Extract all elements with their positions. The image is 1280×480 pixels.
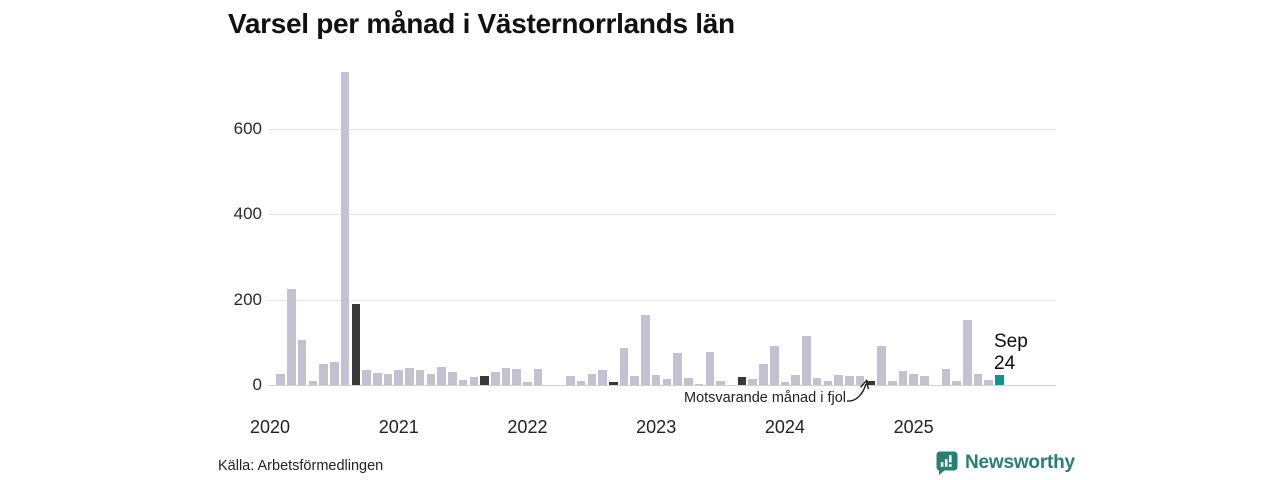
bar-2022-12 <box>641 314 650 385</box>
bar-2020-12 <box>383 374 393 385</box>
bar-2021-10 <box>490 371 500 385</box>
annotation-previous-year: Motsvarande månad i fjol <box>684 390 846 406</box>
x-tick-label-2021: 2021 <box>378 417 419 437</box>
current-month-value: 24 <box>994 352 1016 374</box>
bar-2025-04 <box>941 368 951 385</box>
source-label: Källa: Arbetsförmedlingen <box>218 458 384 474</box>
bar-2021-03 <box>415 370 425 385</box>
bar-2023-12 <box>769 346 779 385</box>
bar-2023-04 <box>684 377 693 385</box>
bar-2023-09 <box>737 377 747 385</box>
x-tick-label-2022: 2022 <box>507 417 548 437</box>
newsworthy-brand-link[interactable]: Newsworthy <box>936 451 1075 475</box>
bar-2022-01 <box>523 381 532 385</box>
bar-2021-06 <box>448 372 457 385</box>
annotation-arrow-icon <box>846 378 870 402</box>
bar-2020-08 <box>340 72 350 385</box>
gridline-200 <box>268 299 1056 301</box>
bar-2024-05 <box>823 380 833 385</box>
bar-2024-01 <box>780 381 790 385</box>
bar-2021-09 <box>480 375 489 385</box>
x-tick-label-2020: 2020 <box>249 417 291 437</box>
current-month-name: Sep <box>994 331 1028 352</box>
gridline-0 <box>268 385 1056 386</box>
bar-2024-08 <box>855 376 865 385</box>
chart-title: Varsel per månad i Västernorrlands län <box>228 8 735 39</box>
bar-2024-09 <box>866 381 876 385</box>
bar-2022-08 <box>598 370 607 385</box>
bar-2020-02 <box>276 373 286 385</box>
bar-2020-06 <box>319 363 328 385</box>
gridline-600 <box>268 129 1056 130</box>
bar-2025-09 <box>995 374 1004 385</box>
bar-2020-10 <box>362 370 371 385</box>
bar-2023-06 <box>705 352 715 385</box>
bar-2025-07 <box>973 374 983 385</box>
bar-2025-06 <box>963 319 972 385</box>
current-month-label: Sep 24 <box>994 331 1028 374</box>
bar-2020-09 <box>351 303 361 385</box>
bar-2024-12 <box>898 371 908 385</box>
y-tick-label-0: 0 <box>252 375 262 394</box>
bar-2022-02 <box>533 369 543 385</box>
bar-2024-11 <box>887 380 897 385</box>
bar-2020-07 <box>330 361 339 385</box>
y-tick-label-600: 600 <box>233 119 262 138</box>
bar-2023-02 <box>662 379 672 385</box>
bar-2025-01 <box>909 374 918 385</box>
bar-2021-02 <box>405 367 414 385</box>
x-tick-label-2024: 2024 <box>764 417 805 437</box>
bar-2021-07 <box>458 379 468 385</box>
bar-2024-10 <box>877 345 886 385</box>
bar-2020-11 <box>372 373 382 385</box>
bar-2021-04 <box>426 374 436 385</box>
bar-2024-06 <box>834 374 843 385</box>
bar-2023-05 <box>694 383 704 385</box>
bar-2025-02 <box>920 375 929 385</box>
bar-2022-11 <box>630 375 640 385</box>
newsworthy-wordmark: Newsworthy <box>965 452 1075 473</box>
bar-2022-07 <box>587 373 597 385</box>
bar-2020-05 <box>308 380 318 385</box>
bar-2021-01 <box>394 370 404 385</box>
bar-2024-03 <box>802 336 811 385</box>
bar-2024-07 <box>845 375 854 385</box>
bar-2025-08 <box>984 379 994 385</box>
bar-2022-10 <box>619 348 629 385</box>
bar-2022-05 <box>566 376 575 385</box>
x-tick-label-2023: 2023 <box>636 417 677 437</box>
bar-2022-06 <box>576 380 586 385</box>
bar-2020-03 <box>287 289 296 385</box>
bar-2025-05 <box>952 380 961 385</box>
bar-2023-01 <box>651 374 661 385</box>
bar-2024-02 <box>791 374 800 385</box>
x-tick-label-2025: 2025 <box>893 417 934 437</box>
gridline-400 <box>268 214 1056 216</box>
bar-2021-05 <box>437 367 446 385</box>
newsworthy-chart-bubble-icon <box>936 451 958 475</box>
bar-2021-11 <box>501 368 511 385</box>
bar-2021-08 <box>469 376 479 385</box>
bar-2023-11 <box>759 363 768 385</box>
bar-2024-04 <box>812 378 822 385</box>
y-tick-label-400: 400 <box>233 204 262 224</box>
bar-2020-04 <box>297 340 307 385</box>
bar-2021-12 <box>512 368 522 385</box>
bar-2022-09 <box>608 382 618 385</box>
bar-2023-10 <box>748 379 758 385</box>
bar-2023-03 <box>673 353 682 385</box>
bar-2023-07 <box>716 380 725 385</box>
y-tick-label-200: 200 <box>233 289 262 309</box>
